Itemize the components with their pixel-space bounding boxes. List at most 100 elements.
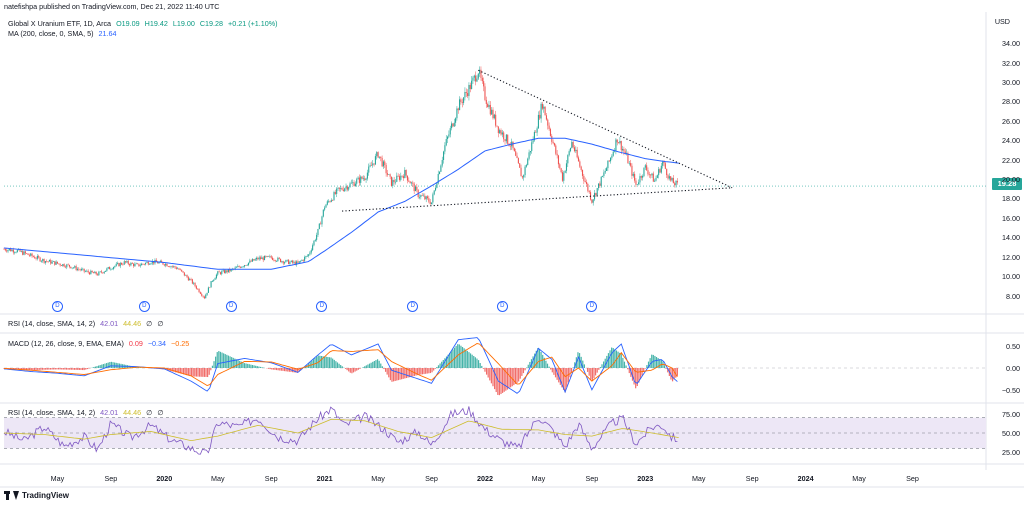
macd-histogram-bar [441,361,443,368]
candle-body [491,109,493,115]
macd-tick-label: 0.50 [1006,342,1020,352]
ma-value: 21.64 [98,29,117,38]
candle-body [197,288,199,290]
candle-body [187,277,189,281]
macd-histogram-bar [243,363,246,368]
dividend-marker[interactable]: D [407,301,419,312]
macd-histogram-bar [521,368,523,376]
price-tick-label: 22.00 [1002,155,1020,165]
rsi-tick-label: 50.00 [1002,429,1020,438]
candle-body [270,256,272,258]
candle-body [227,269,230,273]
candle-body [591,199,593,203]
candle-body [137,263,139,265]
candle-body [516,155,518,159]
dividend-marker[interactable]: D [586,301,598,312]
macd-label[interactable]: MACD (12, 26, close, 9, EMA, EMA) [8,339,124,348]
candle-body [628,163,630,164]
candle-body [222,270,224,272]
tradingview-brand[interactable]: TradingView [4,491,69,500]
candle-body [668,176,670,179]
candle-body [595,193,597,196]
macd-histogram-bar [655,357,658,368]
macd-histogram-bar [283,368,286,372]
dividend-marker[interactable]: D [138,301,150,312]
candle-body [666,168,668,176]
currency-label: USD [994,17,1010,26]
macd-histogram-bar [223,353,225,368]
macd-histogram-bar [17,368,20,370]
macd-histogram-bar [107,362,109,368]
candle-body [113,267,115,269]
time-tick-label: Sep [264,474,278,483]
candle-body [67,264,69,266]
macd-histogram-bar [248,364,250,368]
rsi-bottom-label[interactable]: RSI (14, close, SMA, 14, 2) [8,408,96,417]
candle-body [576,149,578,158]
candle-body [75,266,77,270]
symbol-name[interactable]: Global X Uranium ETF, 1D, Arca [8,19,112,28]
candle-body [475,75,477,82]
macd-histogram-bar [535,350,537,368]
candle-body [126,261,128,263]
macd-histogram-bar [383,368,385,370]
candle-body [235,267,238,268]
candle-body [243,265,246,267]
candle-body [348,187,350,190]
macd-histogram-bar [614,349,616,368]
candle-body [618,142,620,144]
candle-body [460,99,462,102]
macd-histogram-bar [582,360,584,368]
macd-histogram-bar [643,368,645,373]
candle-body [179,269,181,271]
candle-body [278,257,280,259]
candle-body [655,177,657,181]
price-tick-label: 16.00 [1002,213,1020,223]
macd-histogram-bar [56,368,58,370]
candle-body [557,155,560,165]
macd-histogram-bar [473,355,475,368]
dividend-marker[interactable]: D [225,301,237,312]
candle-body [247,262,250,266]
macd-histogram-bar [574,362,576,368]
candle-body [22,251,24,255]
candle-body [115,263,117,266]
candle-body [424,195,426,200]
macd-histogram-bar [272,368,274,370]
candle-body [357,177,359,180]
macd-histogram-bar [312,359,315,368]
candle-body [155,259,157,263]
candle-body [396,175,398,182]
macd-histogram-bar [296,368,298,373]
candle-body [444,145,446,152]
macd-histogram-bar [27,368,29,370]
candle-body [288,259,290,265]
dividend-marker[interactable]: D [316,301,328,312]
time-tick-label: 2021 [316,474,333,483]
macd-histogram-bar [245,363,247,368]
candle-body [253,259,255,261]
macd-histogram-bar [484,368,486,372]
macd-histogram-bar [570,368,573,373]
time-tick-label: Sep [425,474,438,483]
macd-histogram-bar [35,368,37,370]
candle-body [382,161,384,167]
candle-body [99,271,101,273]
ma-label[interactable]: MA (200, close, 0, SMA, 5) [8,29,94,38]
macd-histogram-bar [231,357,233,368]
candle-body [616,139,618,143]
candle-body [86,270,88,272]
candle-body [181,269,183,272]
candle-body [471,80,473,90]
price-tick-label: 8.00 [1006,291,1020,301]
macd-histogram-bar [182,368,185,375]
price-tick-label: 28.00 [1002,97,1020,107]
candle-body [215,274,217,279]
candle-body [527,158,529,166]
dividend-marker[interactable]: D [51,301,63,312]
macd-histogram-bar [341,366,343,368]
rsi-top-label[interactable]: RSI (14, close, SMA, 14, 2) [8,319,96,328]
candle-body [674,183,676,186]
dividend-marker[interactable]: D [496,301,508,312]
last-price-tag: 19.28 [992,178,1022,190]
